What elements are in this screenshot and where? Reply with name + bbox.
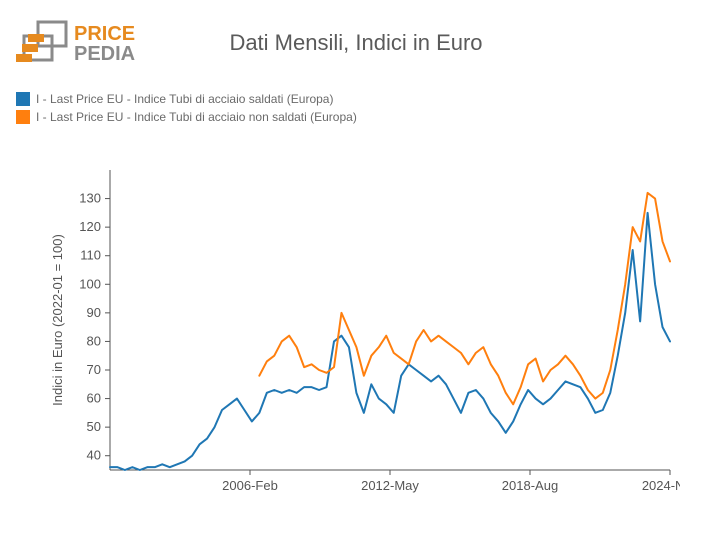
svg-text:70: 70: [87, 362, 101, 377]
legend-item-nonsaldati: I - Last Price EU - Indice Tubi di accia…: [16, 108, 357, 126]
line-chart: 40 50 60 70 80 90 100 110 120 130 2006-Feb 2012-May…: [40, 160, 680, 520]
svg-text:2018-Aug: 2018-Aug: [502, 478, 558, 493]
legend-item-saldati: I - Last Price EU - Indice Tubi di accia…: [16, 90, 357, 108]
svg-text:80: 80: [87, 333, 101, 348]
series-non_saldati: [259, 193, 670, 404]
svg-text:60: 60: [87, 391, 101, 406]
svg-text:2012-May: 2012-May: [361, 478, 419, 493]
svg-text:90: 90: [87, 305, 101, 320]
legend-label-nonsaldati: I - Last Price EU - Indice Tubi di accia…: [36, 108, 357, 126]
legend-label-saldati: I - Last Price EU - Indice Tubi di accia…: [36, 90, 333, 108]
svg-text:50: 50: [87, 419, 101, 434]
svg-text:130: 130: [79, 191, 101, 206]
svg-text:2024-Nov: 2024-Nov: [642, 478, 680, 493]
svg-text:Indici in Euro (2022-01 = 100): Indici in Euro (2022-01 = 100): [50, 234, 65, 406]
svg-text:110: 110: [80, 248, 101, 263]
chart-title: Dati Mensili, Indici in Euro: [0, 30, 712, 56]
legend: I - Last Price EU - Indice Tubi di accia…: [16, 90, 357, 126]
svg-text:100: 100: [79, 276, 101, 291]
svg-text:2006-Feb: 2006-Feb: [222, 478, 278, 493]
svg-text:120: 120: [79, 219, 101, 234]
swatch-nonsaldati: [16, 110, 30, 124]
swatch-saldati: [16, 92, 30, 106]
series-saldati: [110, 213, 670, 470]
svg-text:40: 40: [87, 448, 101, 463]
